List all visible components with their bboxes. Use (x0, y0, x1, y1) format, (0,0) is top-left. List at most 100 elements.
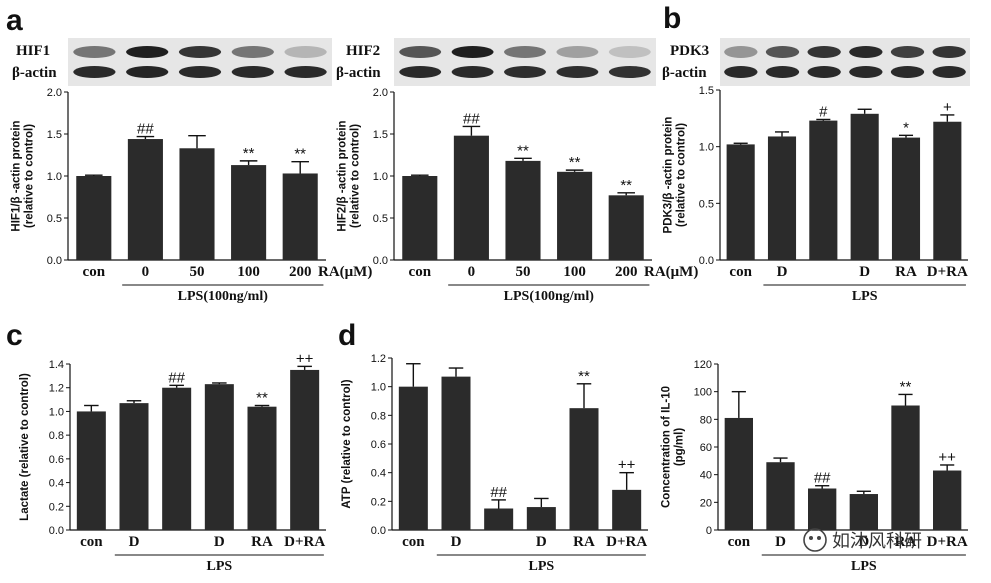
y-tick-label: 0.5 (47, 213, 62, 225)
y-tick-label: 0.4 (371, 468, 386, 480)
watermark: 如沐风科研 (803, 528, 922, 552)
significance-label: ++ (296, 350, 314, 367)
y-tick-label: 100 (694, 387, 712, 399)
significance-label: ## (137, 121, 154, 138)
y-tick-label: 0.2 (371, 496, 386, 508)
x-tick-label: 200 (615, 264, 638, 280)
blot-membrane (68, 38, 332, 86)
bar (612, 489, 642, 530)
blot-hif2 (394, 38, 656, 86)
significance-label: ## (463, 110, 480, 127)
x-tick-label: con (728, 534, 751, 550)
x-tick-label: con (80, 534, 103, 550)
x-tick-label: RA (251, 534, 273, 550)
y-tick-label: 1.0 (47, 171, 62, 183)
blot-band (932, 46, 966, 58)
x-tick-label: D+RA (927, 534, 968, 550)
bar (282, 173, 318, 260)
blot-hif2-control-label: β-actin (336, 65, 381, 81)
bar (204, 384, 234, 530)
bar (767, 136, 797, 260)
x-tick-label: con (83, 264, 106, 280)
y-tick-label: 0.0 (49, 525, 64, 537)
y-tick-label: 0.0 (699, 255, 714, 267)
y-tick-label: 1.5 (373, 129, 388, 141)
panel-label-b: b (663, 2, 681, 35)
chart-atp: 0.0 0.2 0.4 0.6 0.8 1.0 1.2 ATP (relative to co… (341, 353, 648, 574)
significance-label: ** (294, 146, 306, 163)
blot-band (178, 66, 222, 78)
x-tick-label: 100 (563, 264, 586, 280)
x-tick-label: D+RA (284, 534, 325, 550)
blot-band (73, 46, 116, 58)
blot-band (890, 66, 925, 78)
y-axis-label: (relative to control) (676, 123, 688, 227)
blot-pdk3-target-label: PDK3 (670, 43, 709, 59)
bar (933, 470, 962, 530)
y-tick-label: 1.4 (49, 359, 64, 371)
bar (179, 148, 215, 260)
y-axis-label: HIF1/β -actin protein (11, 120, 23, 231)
blot-band (126, 46, 169, 58)
bar (724, 417, 753, 530)
y-tick-label: 1.0 (49, 406, 64, 418)
y-axis-label: (pg/ml) (674, 428, 686, 466)
bar (127, 139, 163, 260)
x-tick-label: con (409, 264, 432, 280)
x-tick-label: D (451, 534, 462, 550)
blot-band (765, 46, 800, 58)
bar (850, 113, 879, 260)
chart-il10: 0 20 40 60 80 100 120 Concentration of IL-10 (pg… (661, 359, 968, 574)
x-tick-label: con (729, 264, 752, 280)
y-tick-label: 0.5 (373, 213, 388, 225)
group-label: LPS (206, 559, 232, 574)
blot-band (284, 66, 327, 78)
bar (76, 411, 106, 530)
bar (808, 488, 837, 530)
x-tick-label: D (536, 534, 547, 550)
y-tick-label: 2.0 (373, 87, 388, 99)
blot-band (73, 66, 116, 78)
blot-pdk3 (720, 38, 970, 86)
bar (891, 137, 921, 260)
blot-hif1 (68, 38, 332, 86)
x-tick-label: con (402, 534, 425, 550)
y-tick-label: 0.6 (371, 439, 386, 451)
x-tick-label: D (214, 534, 225, 550)
blot-hif2-target-label: HIF2 (346, 43, 380, 59)
y-tick-label: 1.2 (49, 383, 64, 395)
bar (290, 369, 320, 530)
bar (526, 507, 556, 530)
y-axis-label: Lactate (relative to control) (19, 373, 31, 521)
group-label: LPS (851, 559, 877, 574)
watermark-icon (803, 528, 827, 552)
x-tick-label: D (129, 534, 140, 550)
y-tick-label: 0.0 (373, 255, 388, 267)
blot-band (451, 46, 494, 58)
y-axis-label: (relative to control) (350, 124, 362, 228)
significance-label: ## (168, 369, 185, 386)
panel-label-a: a (6, 4, 23, 37)
bar (119, 403, 149, 530)
blot-band (451, 66, 494, 78)
group-label: LPS (528, 559, 554, 574)
blot-band (231, 46, 274, 58)
y-tick-label: 1.0 (373, 171, 388, 183)
significance-label: ** (256, 390, 268, 407)
y-tick-label: 1.2 (371, 353, 386, 365)
y-tick-label: 0.5 (699, 198, 714, 210)
x-tick-label: RA (895, 534, 917, 550)
bar (231, 165, 267, 260)
blot-band (849, 46, 883, 58)
y-tick-label: 120 (694, 359, 712, 371)
y-tick-label: 0.0 (371, 525, 386, 537)
y-tick-label: 0.8 (49, 430, 64, 442)
group-label: LPS (852, 289, 878, 304)
blot-band (178, 46, 222, 58)
watermark-icon-dot (817, 536, 821, 540)
y-tick-label: 0.8 (371, 410, 386, 422)
blot-band (231, 66, 274, 78)
blot-band (849, 66, 883, 78)
bar (608, 195, 644, 260)
